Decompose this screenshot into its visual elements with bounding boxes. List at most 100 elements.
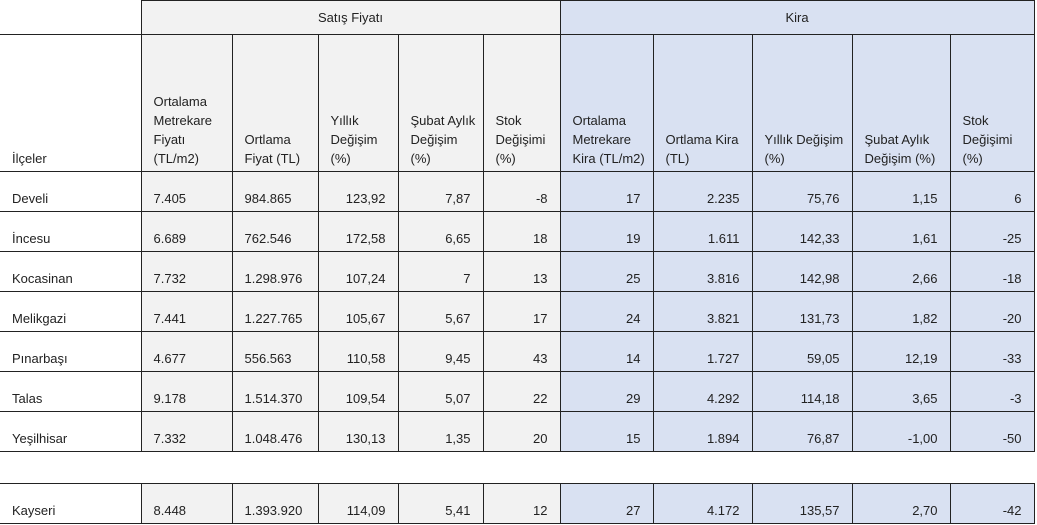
table-row: Yeşilhisar 7.332 1.048.476 130,13 1,35 20 15 1.… — [0, 411, 1035, 452]
column-header-row: İlçeler Ortalama Metrekare Fiyatı (TL/m2)… — [0, 34, 1035, 172]
column-header: Stok Değişimi (%) — [949, 34, 1035, 172]
value-cell: 556.563 — [231, 331, 319, 372]
column-header: Ortalama Metrekare Kira (TL/m2) — [559, 34, 654, 172]
column-header: Yıllık Değişim (%) — [751, 34, 853, 172]
value-cell: 5,67 — [397, 291, 484, 332]
value-cell: 6,65 — [397, 211, 484, 252]
district-name-cell: Kocasinan — [0, 251, 141, 292]
value-cell: 1.048.476 — [231, 411, 319, 452]
value-cell: -18 — [949, 251, 1035, 292]
value-cell: 76,87 — [751, 411, 853, 452]
value-cell: 110,58 — [317, 331, 399, 372]
empty-corner-cell — [0, 1, 141, 35]
value-cell: 75,76 — [751, 171, 853, 212]
value-cell: 131,73 — [751, 291, 853, 332]
value-cell: 2.235 — [652, 171, 753, 212]
value-cell: 25 — [559, 251, 654, 292]
district-name-cell: Yeşilhisar — [0, 411, 141, 452]
table-row: Talas 9.178 1.514.370 109,54 5,07 22 29 4.292 11… — [0, 371, 1035, 412]
group-header-sale: Satış Fiyatı — [140, 0, 561, 35]
column-header: Stok Değişimi (%) — [482, 34, 561, 172]
column-header: Şubat Aylık Değişim (%) — [397, 34, 484, 172]
value-cell: 12,19 — [851, 331, 951, 372]
district-name-cell: Melikgazi — [0, 291, 141, 332]
value-cell: 15 — [559, 411, 654, 452]
value-cell: 1.727 — [652, 331, 753, 372]
value-cell: 114,18 — [751, 371, 853, 412]
value-cell: 142,33 — [751, 211, 853, 252]
district-name-cell: İncesu — [0, 211, 141, 252]
group-header-rent: Kira — [559, 0, 1035, 35]
value-cell: 123,92 — [317, 171, 399, 212]
district-name-cell: Talas — [0, 371, 141, 412]
value-cell: 17 — [559, 171, 654, 212]
value-cell: 135,57 — [751, 483, 853, 524]
value-cell: 7.732 — [140, 251, 233, 292]
value-cell: 6.689 — [140, 211, 233, 252]
value-cell: 762.546 — [231, 211, 319, 252]
value-cell: 114,09 — [317, 483, 399, 524]
value-cell: 9,45 — [397, 331, 484, 372]
value-cell: 107,24 — [317, 251, 399, 292]
value-cell: 2,66 — [851, 251, 951, 292]
value-cell: 130,13 — [317, 411, 399, 452]
header-district: İlçeler — [0, 34, 141, 172]
district-name-cell: Develi — [0, 171, 141, 212]
group-header-row: Satış Fiyatı Kira — [0, 0, 1035, 35]
value-cell: 17 — [482, 291, 561, 332]
value-cell: 8.448 — [140, 483, 233, 524]
value-cell: 1,61 — [851, 211, 951, 252]
value-cell: -3 — [949, 371, 1035, 412]
value-cell: 7.332 — [140, 411, 233, 452]
value-cell: 4.677 — [140, 331, 233, 372]
value-cell: 3.816 — [652, 251, 753, 292]
value-cell: 2,70 — [851, 483, 951, 524]
value-cell: 7 — [397, 251, 484, 292]
value-cell: 20 — [482, 411, 561, 452]
district-name-cell: Pınarbaşı — [0, 331, 141, 372]
value-cell: 7.405 — [140, 171, 233, 212]
value-cell: -50 — [949, 411, 1035, 452]
table-row: İncesu 6.689 762.546 172,58 6,65 18 19 1.611 142… — [0, 211, 1035, 252]
value-cell: 14 — [559, 331, 654, 372]
value-cell: 5,41 — [397, 483, 484, 524]
value-cell: 4.172 — [652, 483, 753, 524]
value-cell: -20 — [949, 291, 1035, 332]
value-cell: 142,98 — [751, 251, 853, 292]
value-cell: 1,15 — [851, 171, 951, 212]
value-cell: 12 — [482, 483, 561, 524]
value-cell: 24 — [559, 291, 654, 332]
table-row: Develi 7.405 984.865 123,92 7,87 -8 17 2.235 75,… — [0, 171, 1035, 212]
value-cell: 27 — [559, 483, 654, 524]
value-cell: 984.865 — [231, 171, 319, 212]
value-cell: 172,58 — [317, 211, 399, 252]
value-cell: 1.393.920 — [231, 483, 319, 524]
value-cell: 9.178 — [140, 371, 233, 412]
value-cell: 7,87 — [397, 171, 484, 212]
value-cell: 105,67 — [317, 291, 399, 332]
value-cell: -33 — [949, 331, 1035, 372]
value-cell: 7.441 — [140, 291, 233, 332]
column-header: Ortalama Metrekare Fiyatı (TL/m2) — [140, 34, 233, 172]
value-cell: 1,35 — [397, 411, 484, 452]
spacer-cell — [0, 451, 1034, 484]
value-cell: 4.292 — [652, 371, 753, 412]
value-cell: 1.894 — [652, 411, 753, 452]
column-header: Ortlama Kira (TL) — [652, 34, 753, 172]
table-row: Melikgazi 7.441 1.227.765 105,67 5,67 17 24 3.8… — [0, 291, 1035, 332]
value-cell: 22 — [482, 371, 561, 412]
value-cell: -42 — [949, 483, 1035, 524]
value-cell: 1,82 — [851, 291, 951, 332]
column-header: Ortlama Fiyat (TL) — [231, 34, 319, 172]
value-cell: 1.298.976 — [231, 251, 319, 292]
total-row: Kayseri 8.448 1.393.920 114,09 5,41 12 27 4.172… — [0, 483, 1035, 524]
value-cell: 1.227.765 — [231, 291, 319, 332]
district-name-cell: Kayseri — [0, 483, 141, 524]
spacer-row — [0, 451, 1034, 484]
value-cell: 1.611 — [652, 211, 753, 252]
value-cell: 18 — [482, 211, 561, 252]
column-header: Şubat Aylık Değişim (%) — [851, 34, 951, 172]
value-cell: 43 — [482, 331, 561, 372]
value-cell: -8 — [482, 171, 561, 212]
